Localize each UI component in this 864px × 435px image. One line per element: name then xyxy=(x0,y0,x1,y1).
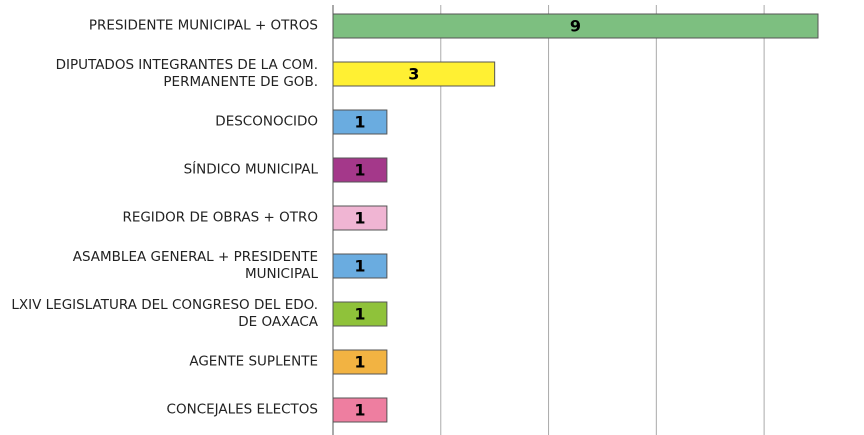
bar xyxy=(332,397,388,423)
category-label: DESCONOCIDO xyxy=(215,113,318,130)
value-label: 3 xyxy=(408,65,419,84)
value-label: 1 xyxy=(354,257,365,276)
value-label: 1 xyxy=(354,161,365,180)
category-label: CONCEJALES ELECTOS xyxy=(166,401,318,418)
category-label: PRESIDENTE MUNICIPAL + OTROS xyxy=(88,17,318,34)
value-label: 1 xyxy=(354,113,365,132)
value-label: 1 xyxy=(354,209,365,228)
category-label: DIPUTADOS INTEGRANTES DE LA COM. PERMANE… xyxy=(55,57,318,90)
bar xyxy=(332,205,388,231)
bar xyxy=(332,109,388,135)
category-label: ASAMBLEA GENERAL + PRESIDENTE MUNICIPAL xyxy=(72,249,318,282)
bar xyxy=(332,349,388,375)
category-label: REGIDOR DE OBRAS + OTRO xyxy=(122,209,318,226)
value-label: 1 xyxy=(354,401,365,420)
value-label: 1 xyxy=(354,305,365,324)
bar xyxy=(332,13,819,39)
bar xyxy=(332,157,388,183)
value-label: 9 xyxy=(570,17,581,36)
bar xyxy=(332,253,388,279)
value-label: 1 xyxy=(354,353,365,372)
category-label: LXIV LEGISLATURA DEL CONGRESO DEL EDO. D… xyxy=(11,297,318,330)
category-label: SÍNDICO MUNICIPAL xyxy=(183,161,318,178)
bar xyxy=(332,301,388,327)
category-label: AGENTE SUPLENTE xyxy=(189,353,318,370)
bar xyxy=(332,61,496,87)
